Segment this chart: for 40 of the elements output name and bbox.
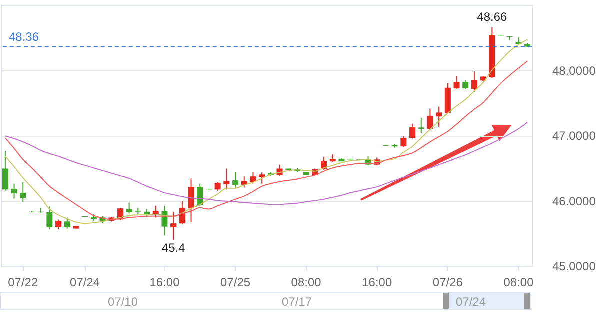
candlestick bbox=[46, 206, 53, 230]
y-tick-label: 45.0000 bbox=[552, 260, 596, 274]
candlestick bbox=[188, 178, 194, 223]
annotation: 45.4 bbox=[162, 240, 186, 255]
y-tick-label: 47.0000 bbox=[552, 129, 596, 143]
candlestick bbox=[64, 217, 70, 230]
x-tick-label: 08:00 bbox=[291, 276, 322, 290]
candlestick bbox=[400, 136, 407, 148]
y-tick-label: 48.0000 bbox=[552, 64, 596, 78]
candlestick bbox=[418, 117, 424, 134]
candlestick bbox=[454, 76, 460, 90]
x-tick-label: 07/26 bbox=[432, 276, 464, 290]
annotation: 48.66 bbox=[477, 10, 508, 24]
candlestick bbox=[250, 172, 256, 184]
candlestick bbox=[427, 108, 434, 130]
candlestick bbox=[462, 80, 469, 90]
candlestick bbox=[56, 219, 62, 230]
candlestick bbox=[152, 205, 159, 218]
x-tick-label: 16:00 bbox=[150, 276, 180, 290]
x-tick-label: 16:00 bbox=[362, 276, 392, 290]
candlestick bbox=[162, 205, 168, 236]
candlestick bbox=[224, 168, 230, 190]
candlestick bbox=[259, 172, 266, 184]
candlestick bbox=[232, 172, 239, 189]
y-tick-label: 46.0000 bbox=[552, 194, 596, 208]
candlestick bbox=[436, 106, 442, 128]
range-slider: 07/10 07/17 07/24 bbox=[0, 292, 531, 310]
x-tick-label: 07/24 bbox=[70, 276, 100, 290]
candlestick bbox=[170, 211, 177, 240]
candlestick bbox=[410, 123, 416, 140]
candlestick bbox=[20, 182, 26, 203]
candlestick bbox=[126, 202, 132, 214]
candlestick bbox=[197, 183, 204, 206]
ref-line-label: 48.36 bbox=[9, 30, 40, 44]
x-tick-label: 07/25 bbox=[220, 276, 251, 290]
x-tick-label: 07/22 bbox=[8, 276, 38, 290]
candlestick bbox=[11, 183, 18, 200]
candlestick bbox=[471, 71, 478, 92]
x-tick-label: 08:00 bbox=[504, 276, 534, 290]
candlestick bbox=[2, 150, 8, 192]
